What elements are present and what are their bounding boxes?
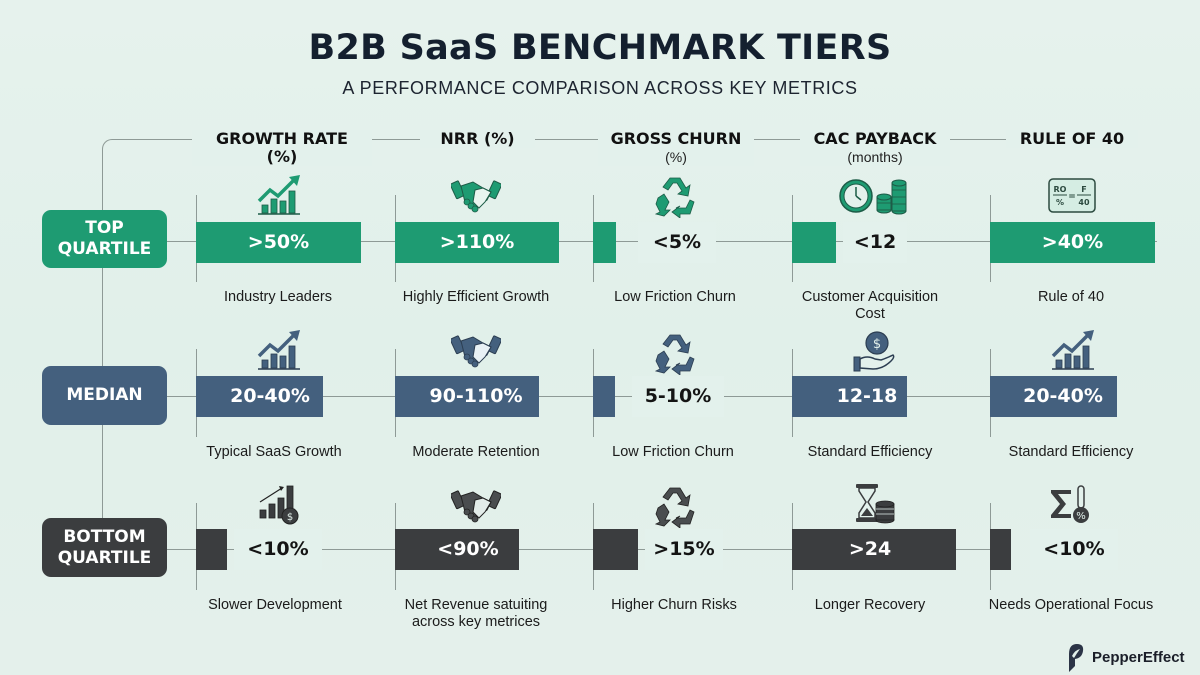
tree-corner-connector (102, 139, 120, 157)
column-header-unit: (months) (847, 149, 903, 165)
column-header-label: RULE OF 40 (1019, 129, 1125, 148)
handshake-icon (451, 490, 501, 523)
brand-logo: PepperEffect (1066, 642, 1185, 672)
tier-label: TOP QUARTILE (57, 218, 152, 259)
svg-text:$: $ (873, 337, 881, 352)
page-subtitle: A PERFORMANCE COMPARISON ACROSS KEY METR… (342, 78, 858, 98)
value-median-growth: 20-40% (230, 385, 310, 407)
column-header-label: NRR (%) (440, 129, 515, 148)
bar-bottom-cac (792, 529, 956, 570)
svg-text:%: % (1076, 511, 1086, 522)
caption-top-growth: Industry Leaders (223, 289, 332, 305)
tree-line-bottom (102, 425, 104, 518)
tier-label: MEDIAN (66, 385, 143, 405)
caption-median-churn: Low Friction Churn (612, 444, 734, 460)
svg-text:F: F (1081, 185, 1086, 194)
hourglass-coins-icon (856, 484, 895, 524)
value-top-cac: <12 (843, 222, 907, 263)
bar-top-cac (792, 222, 836, 263)
bar-top-rule40 (990, 222, 1155, 263)
caption-top-cac: Customer Acquisition Cost (801, 289, 939, 322)
tree-line-top (102, 155, 104, 210)
recycle-icon (654, 487, 695, 528)
caption-bottom-cac: Longer Recovery (814, 597, 926, 613)
column-header-label: GROSS CHURN (610, 129, 742, 148)
value-median-nrr: 90-110% (429, 385, 523, 407)
svg-text:%: % (1056, 198, 1064, 207)
bars-dollar-icon: $ (259, 485, 299, 525)
growth-chart-icon (1051, 330, 1094, 370)
column-header-label: CAC PAYBACK (813, 129, 937, 148)
handshake-icon (451, 180, 501, 213)
caption-median-growth: Typical SaaS Growth (206, 444, 342, 460)
value-bottom-churn: >15% (645, 529, 723, 570)
caption-bottom-growth: Slower Development (208, 597, 342, 613)
tier-label: BOTTOM QUARTILE (57, 526, 152, 568)
tier-badge-median: MEDIAN (42, 366, 167, 425)
bar-median-growth (196, 376, 323, 417)
caption-median-cac: Standard Efficiency (807, 444, 933, 460)
bar-median-rule40 (990, 376, 1117, 417)
pepper-effect-logo-icon (1069, 644, 1084, 672)
growth-chart-icon (257, 330, 300, 370)
column-header-growth-rate: GROWTH RATE (%) (192, 130, 372, 166)
bar-median-nrr (395, 376, 539, 417)
tier-badge-top-quartile: TOP QUARTILE (42, 210, 167, 268)
handshake-icon (451, 335, 501, 368)
caption-bottom-nrr: Net Revenue satuiting across key metrice… (404, 597, 548, 630)
value-median-rule40: 20-40% (1023, 385, 1103, 407)
caption-bottom-rule40: Needs Operational Focus (988, 597, 1154, 613)
tier-badge-bottom-quartile: BOTTOM QUARTILE (42, 518, 167, 577)
value-top-churn: <5% (638, 222, 716, 263)
bar-top-nrr (395, 222, 559, 263)
svg-text:$: $ (287, 512, 293, 523)
column-header-unit: (%) (665, 149, 687, 165)
formula-card-icon: RO % = F 40 (1048, 178, 1096, 213)
value-top-rule40: >40% (1041, 231, 1104, 253)
page-title: B2B SaaS BENCHMARK TIERS (308, 28, 892, 68)
bar-top-growth (196, 222, 361, 263)
value-median-churn: 5-10% (632, 376, 724, 417)
row-connector-bottom (167, 549, 990, 551)
caption-median-rule40: Standard Efficiency (1008, 444, 1134, 460)
value-bottom-rule40: <10% (1030, 529, 1118, 570)
svg-text:RO: RO (1054, 185, 1067, 194)
brand-name: PepperEffect (1092, 648, 1185, 666)
bar-bottom-growth (196, 529, 227, 570)
bar-median-cac (792, 376, 907, 417)
column-header-gross-churn: GROSS CHURN (%) (598, 130, 754, 166)
column-header-rule-of-40: RULE OF 40 (1006, 130, 1138, 148)
caption-median-nrr: Moderate Retention (412, 444, 540, 460)
svg-text:=: = (1068, 192, 1076, 202)
column-header-nrr: NRR (%) (420, 130, 535, 148)
bar-bottom-rule40 (990, 529, 1011, 570)
sigma-thermometer-icon: % (1051, 485, 1089, 523)
value-bottom-nrr: <90% (437, 538, 499, 560)
bar-top-churn (593, 222, 616, 263)
bar-bottom-churn (593, 529, 638, 570)
caption-top-nrr: Highly Efficient Growth (402, 289, 550, 305)
row-connector-median (167, 396, 990, 398)
recycle-icon (654, 334, 695, 375)
clock-coins-icon (839, 179, 907, 215)
value-median-cac: 12-18 (836, 385, 898, 407)
bar-bottom-nrr (395, 529, 519, 570)
value-bottom-cac: >24 (848, 538, 892, 560)
caption-top-churn: Low Friction Churn (614, 289, 736, 305)
value-bottom-growth: <10% (234, 529, 322, 570)
growth-chart-icon (257, 175, 300, 215)
tree-line-mid (102, 268, 104, 366)
caption-bottom-churn: Higher Churn Risks (611, 597, 737, 613)
value-top-growth: >50% (247, 231, 310, 253)
column-header-cac-payback: CAC PAYBACK (months) (800, 130, 950, 166)
bar-median-churn (593, 376, 615, 417)
column-header-label: GROWTH RATE (%) (216, 129, 348, 166)
caption-top-rule40: Rule of 40 (1037, 289, 1105, 305)
svg-text:40: 40 (1078, 198, 1090, 207)
hand-dollar-coin-icon: $ (853, 331, 895, 372)
recycle-icon (654, 177, 695, 218)
value-top-nrr: >110% (439, 231, 515, 253)
